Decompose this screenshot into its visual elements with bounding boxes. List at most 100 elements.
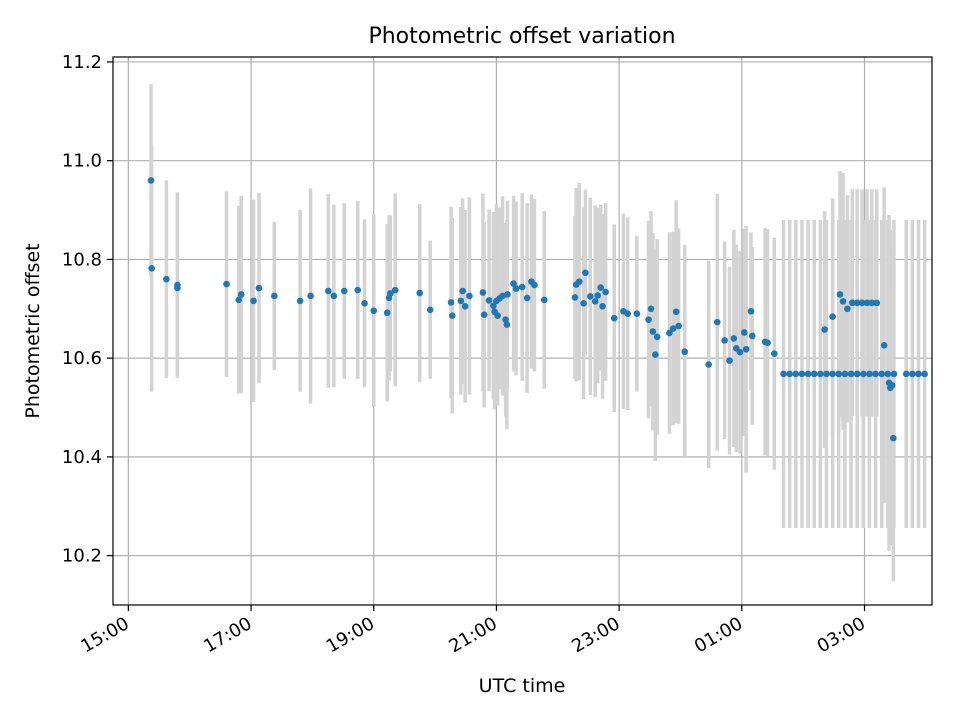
data-point (540, 296, 548, 304)
data-point (810, 370, 818, 378)
data-point (633, 310, 641, 318)
data-point (817, 370, 824, 378)
data-point (255, 284, 263, 292)
data-point (736, 348, 744, 356)
data-point (531, 281, 538, 289)
data-point (466, 292, 473, 300)
data-point (647, 305, 655, 313)
data-point (480, 311, 488, 319)
data-point (666, 329, 673, 337)
y-tick-label: 10.6 (62, 348, 102, 369)
data-point (645, 316, 652, 323)
data-point (804, 370, 812, 378)
x-axis-label: UTC time (479, 675, 566, 697)
data-point (599, 303, 606, 310)
data-point (518, 283, 526, 291)
data-point (271, 292, 278, 300)
data-point (370, 307, 378, 315)
data-point (502, 316, 509, 323)
data-point (853, 299, 861, 307)
data-point (523, 294, 531, 302)
data-point (447, 299, 455, 306)
data-point (829, 313, 836, 320)
data-point (580, 300, 587, 307)
data-point (307, 292, 314, 300)
data-point (844, 305, 851, 313)
data-point (223, 280, 230, 288)
data-point (649, 328, 657, 335)
y-tick-label: 10.2 (62, 546, 102, 567)
data-point (829, 370, 836, 378)
data-point (740, 329, 748, 336)
data-point (591, 298, 599, 305)
data-point (726, 357, 733, 364)
data-point (237, 291, 245, 298)
data-point (747, 307, 755, 315)
data-point (921, 370, 928, 378)
data-point (847, 370, 855, 378)
data-point (866, 370, 873, 378)
data-point (235, 296, 243, 304)
data-point (748, 332, 756, 340)
data-point (858, 299, 866, 307)
data-point (672, 308, 680, 316)
data-point (792, 370, 800, 378)
data-point (835, 370, 843, 378)
data-point (510, 280, 517, 287)
data-point (624, 310, 632, 318)
data-point (163, 275, 170, 283)
data-point (416, 289, 424, 297)
data-point (653, 333, 661, 341)
chart-title: Photometric offset variation (368, 24, 675, 49)
data-point (915, 370, 922, 378)
data-point (459, 287, 466, 295)
data-point (705, 361, 712, 368)
data-point (675, 322, 682, 330)
y-tick-label: 11.2 (62, 52, 102, 73)
data-point (296, 297, 304, 305)
data-point (713, 318, 721, 326)
data-point (503, 321, 511, 328)
y-tick-label: 10.8 (62, 249, 102, 270)
plot-frame (112, 56, 933, 606)
data-point (786, 370, 793, 378)
data-point (890, 434, 897, 442)
data-point (742, 345, 750, 353)
data-point (669, 325, 677, 332)
data-point (479, 289, 487, 296)
data-points (147, 177, 928, 442)
data-point (859, 370, 867, 378)
data-point (426, 306, 434, 314)
data-point (884, 370, 892, 378)
data-point (839, 298, 847, 305)
data-point (571, 294, 579, 301)
data-point (582, 269, 589, 277)
data-point (780, 370, 787, 378)
data-point (457, 297, 465, 305)
data-point (681, 348, 689, 356)
y-axis-ticks: 10.2 10.4 10.6 10.8 11.0 11.2 (62, 52, 113, 567)
data-point (841, 370, 849, 378)
data-point (391, 286, 399, 294)
data-point (873, 299, 881, 307)
data-point (490, 302, 497, 310)
data-point (890, 370, 898, 378)
data-point (888, 382, 896, 389)
data-point (836, 291, 844, 298)
data-point (880, 342, 888, 349)
data-point (147, 177, 155, 184)
data-point (494, 312, 501, 319)
data-point (868, 299, 876, 307)
data-point (485, 297, 493, 304)
data-point (909, 370, 916, 378)
data-point (823, 370, 830, 378)
data-point (386, 290, 394, 297)
y-tick-label: 10.4 (62, 447, 102, 468)
data-point (610, 314, 618, 322)
data-point (902, 370, 910, 378)
data-point (597, 284, 605, 291)
data-point (863, 299, 871, 307)
data-point (148, 265, 155, 272)
